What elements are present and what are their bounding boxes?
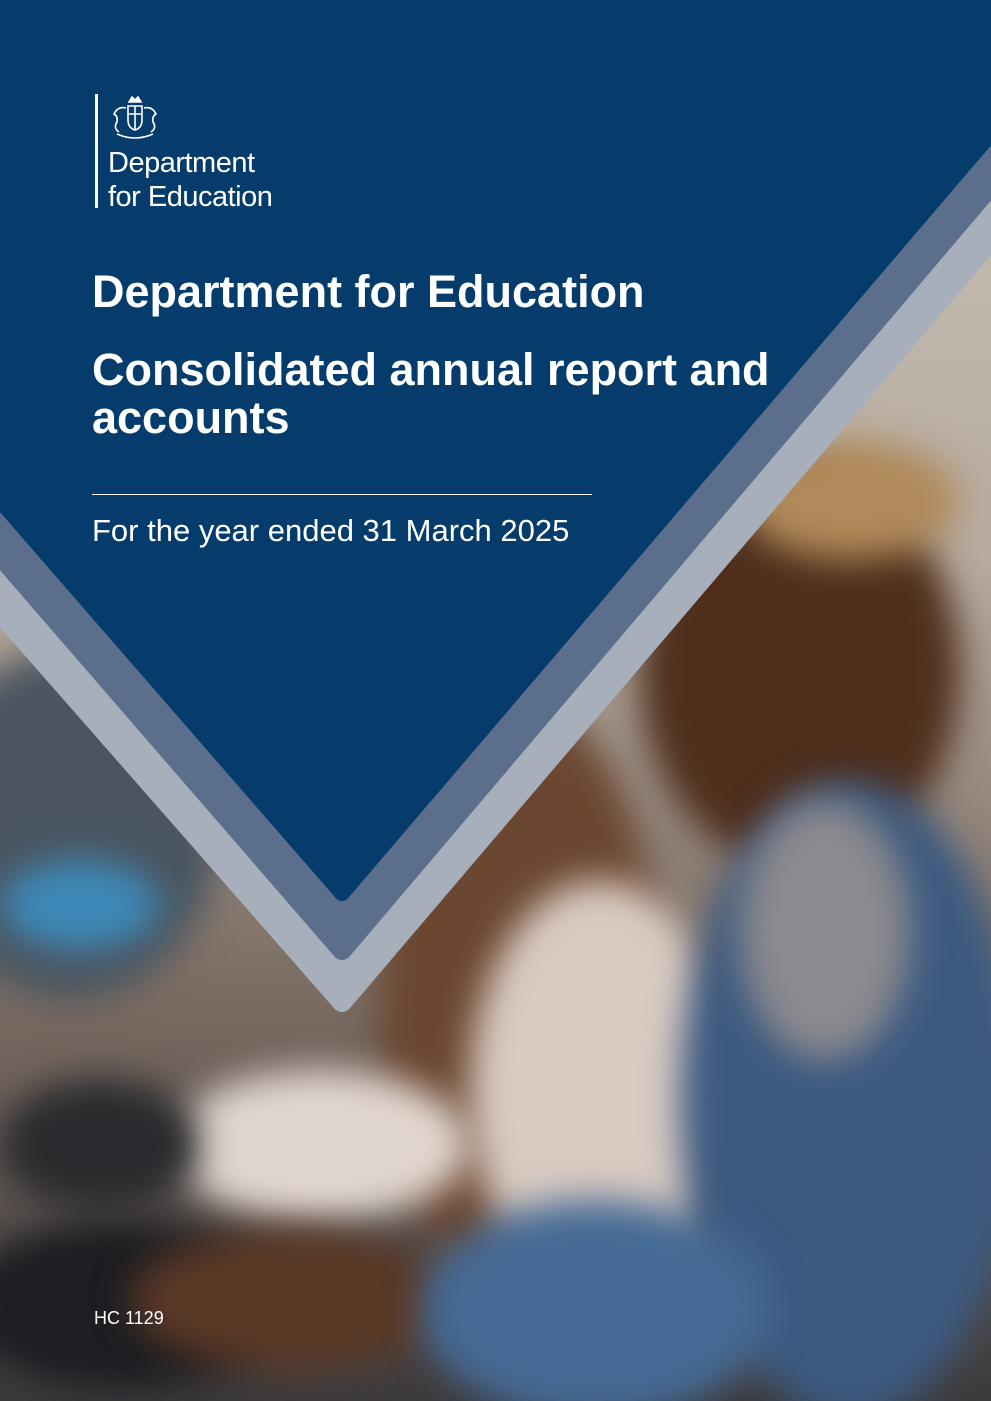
reporting-period: For the year ended 31 March 2025	[92, 513, 570, 548]
coat-of-arms-icon	[112, 95, 158, 139]
logo-line-2: for Education	[108, 181, 273, 213]
divider	[92, 494, 592, 495]
house-of-commons-reference: HC 1129	[94, 1308, 164, 1328]
document-title: Department for Education	[92, 266, 645, 317]
navy-panel	[0, 0, 991, 901]
logo-line-1: Department	[108, 147, 255, 179]
document-subtitle: Consolidated annual report and accounts	[92, 344, 770, 443]
logo-rule	[95, 94, 98, 208]
logo-text: Department for Education	[108, 146, 273, 214]
